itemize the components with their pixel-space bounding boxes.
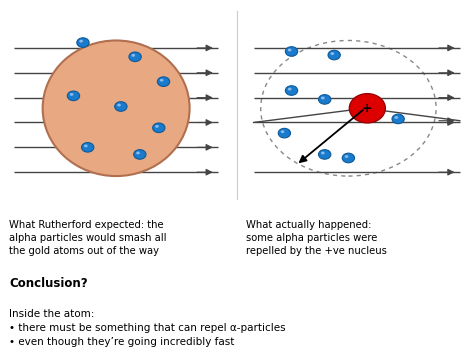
Ellipse shape [157,77,170,86]
Ellipse shape [77,38,89,47]
Ellipse shape [319,95,331,104]
Ellipse shape [131,54,135,57]
Ellipse shape [394,116,398,119]
Ellipse shape [330,52,334,55]
Ellipse shape [285,86,298,95]
Ellipse shape [67,91,80,100]
Ellipse shape [392,114,404,124]
Ellipse shape [84,144,88,147]
Ellipse shape [136,152,140,154]
Ellipse shape [285,47,298,56]
Ellipse shape [115,102,127,111]
Ellipse shape [288,49,292,51]
Ellipse shape [328,50,340,60]
Text: What actually happened:
some alpha particles were
repelled by the +ve nucleus: What actually happened: some alpha parti… [246,220,387,257]
Ellipse shape [43,40,190,176]
Ellipse shape [342,153,355,163]
Ellipse shape [349,94,385,123]
Ellipse shape [134,150,146,159]
Ellipse shape [160,79,164,82]
Ellipse shape [321,152,325,154]
Ellipse shape [321,97,325,99]
Ellipse shape [79,40,83,43]
Ellipse shape [345,155,348,158]
Ellipse shape [129,52,141,61]
Ellipse shape [155,125,159,128]
Ellipse shape [153,123,165,132]
Text: What Rutherford expected: the
alpha particles would smash all
the gold atoms out: What Rutherford expected: the alpha part… [9,220,167,257]
Text: Inside the atom:
• there must be something that can repel α-particles
• even tho: Inside the atom: • there must be somethi… [9,309,286,347]
Text: +: + [362,102,373,115]
Ellipse shape [82,143,94,152]
Ellipse shape [278,129,291,138]
Ellipse shape [319,150,331,159]
Ellipse shape [288,88,292,91]
Text: Conclusion?: Conclusion? [9,277,88,290]
Ellipse shape [70,93,73,96]
Ellipse shape [117,104,121,106]
Ellipse shape [281,130,284,133]
